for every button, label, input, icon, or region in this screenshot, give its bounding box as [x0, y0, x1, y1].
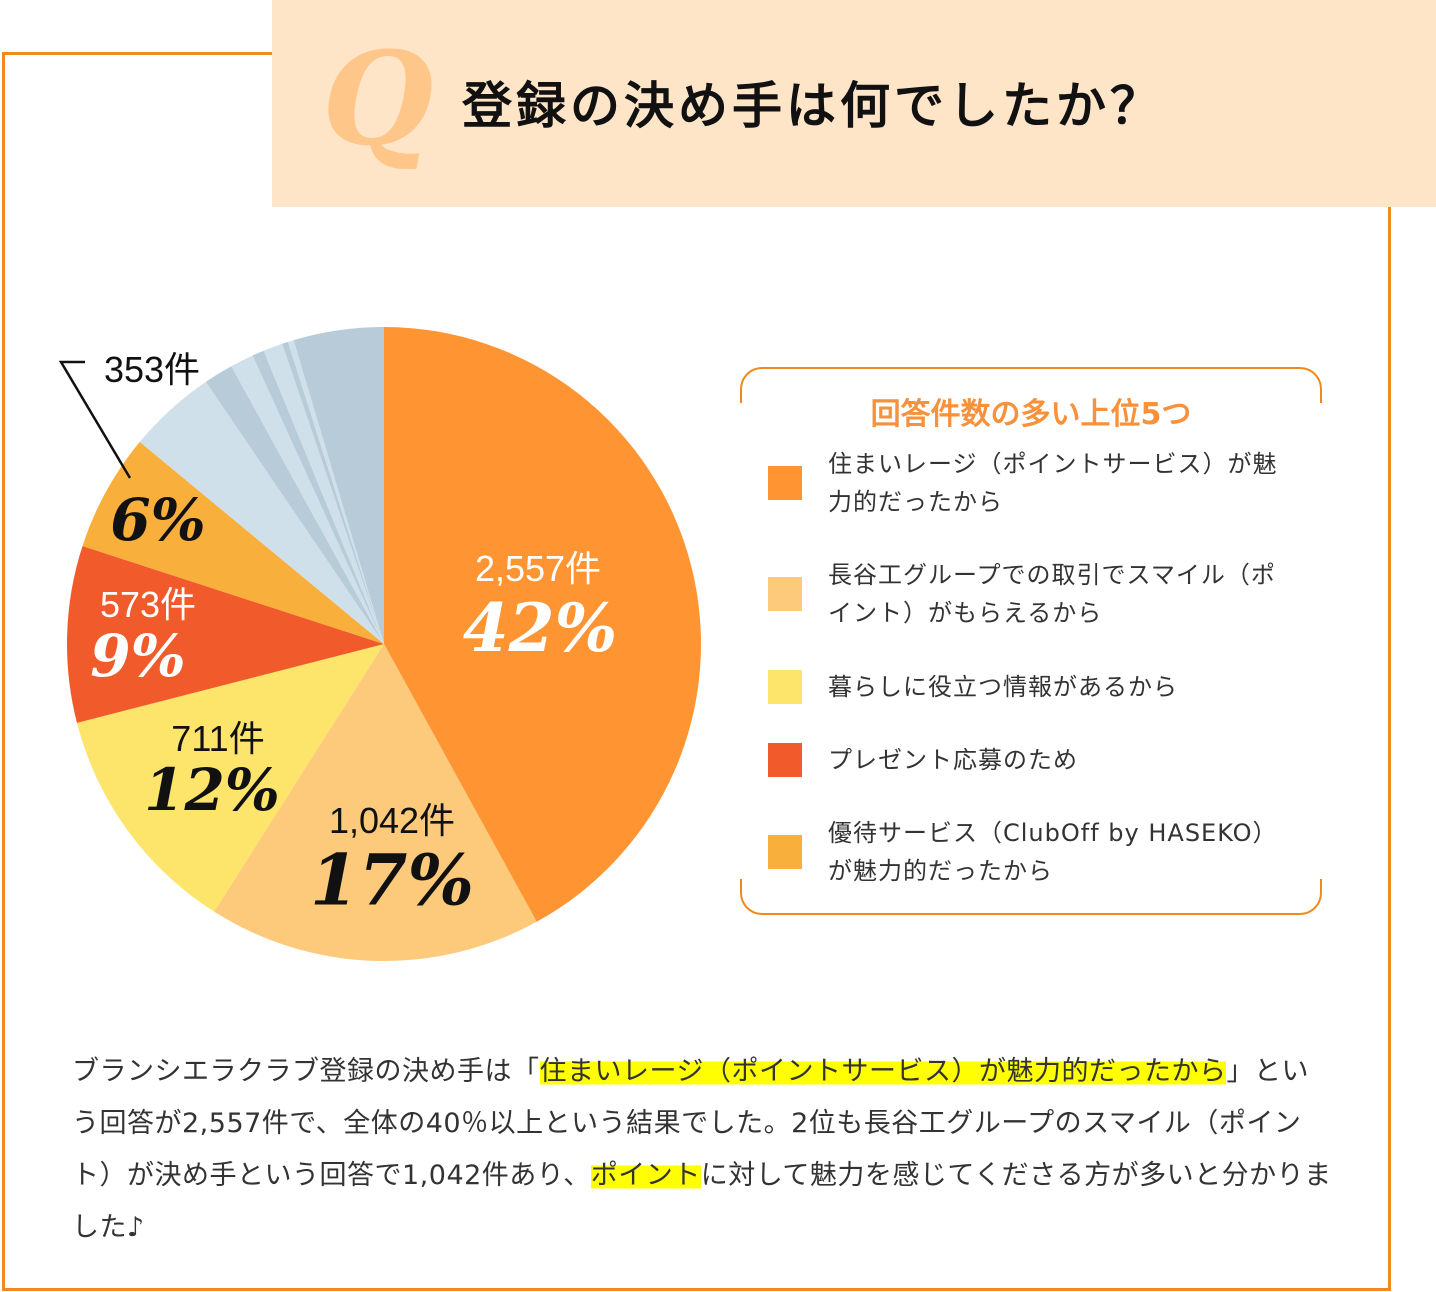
legend-item: 優待サービス（ClubOff by HASEKO）が魅力的だったから	[768, 814, 1288, 890]
leader-line	[58, 360, 132, 479]
desc-part: 」という回答が2,557件で、全体の40％以上という結果でした。2位も長谷工グル…	[72, 1056, 1309, 1191]
desc-part: に対して魅力を感じてくださる方が多いと分かりました♪	[72, 1160, 1332, 1243]
legend-label: 住まいレージ（ポイントサービス）が魅力的だったから	[828, 450, 1278, 516]
data-label-count-3: 711件	[171, 718, 265, 759]
data-label-pct-2: 17%	[310, 838, 474, 922]
legend-item: プレゼント応募のため	[768, 741, 1288, 779]
pie-slice-10	[263, 343, 384, 644]
data-label-pct-4: 9%	[90, 622, 186, 690]
legend-swatch	[768, 835, 802, 869]
legend-swatch	[768, 743, 802, 777]
pie-slice-6	[139, 381, 384, 644]
data-label-pct-5: 6%	[110, 486, 206, 554]
legend-swatch	[768, 670, 802, 704]
description-text: ブランシエラクラブ登録の決め手は「住まいレージ（ポイントサービス）が魅力的だった…	[72, 1046, 1332, 1254]
pie-slice-3	[76, 644, 384, 912]
data-label-count-1: 2,557件	[474, 548, 602, 589]
pie-slice-8	[231, 355, 384, 644]
desc-highlight: ポイント	[590, 1160, 701, 1191]
pie-slice-7	[205, 366, 384, 644]
legend-bracket-bottom	[740, 879, 1322, 915]
pie-slice-4	[67, 546, 385, 723]
legend-label: 優待サービス（ClubOff by HASEKO）が魅力的だったから	[828, 819, 1278, 885]
legend-swatch	[768, 577, 802, 611]
legend-item: 住まいレージ（ポイントサービス）が魅力的だったから	[768, 445, 1288, 521]
legend: 回答件数の多い上位5つ 住まいレージ（ポイントサービス）が魅力的だったから 長谷…	[740, 367, 1322, 915]
data-label-count-2: 1,042件	[328, 800, 456, 841]
pie-slice-5	[82, 441, 385, 644]
legend-label: プレゼント応募のため	[828, 746, 1078, 774]
desc-highlight: 住まいレージ（ポイントサービス）が魅力的だったから	[539, 1056, 1227, 1087]
data-label-pct-3: 12%	[144, 756, 280, 824]
data-label-count-5: 353件	[103, 349, 201, 390]
data-label-count-4: 573件	[99, 584, 197, 625]
pie-slice-11	[282, 341, 384, 644]
q-mark-logo: Q	[322, 25, 434, 175]
data-label-pct-1: 42%	[462, 589, 618, 667]
legend-label: 長谷工グループでの取引でスマイル（ポイント）がもらえるから	[828, 561, 1276, 627]
page-title: 登録の決め手は何でしたか？	[462, 77, 1164, 135]
legend-label: 暮らしに役立つ情報があるから	[828, 673, 1178, 701]
pie-chart	[58, 327, 702, 962]
question-header	[272, 0, 1436, 207]
pie-slice-1	[384, 327, 702, 922]
desc-part: ブランシエラクラブ登録の決め手は「	[72, 1056, 540, 1087]
legend-title: 回答件数の多い上位5つ	[870, 397, 1192, 432]
pie-slice-13	[293, 327, 384, 644]
pie-slice-9	[252, 350, 384, 644]
legend-item: 長谷工グループでの取引でスマイル（ポイント）がもらえるから	[768, 556, 1288, 632]
legend-bracket-top	[740, 367, 1322, 403]
legend-swatch	[768, 466, 802, 500]
pie-slice-12	[287, 340, 384, 644]
legend-item: 暮らしに役立つ情報があるから	[768, 668, 1288, 706]
pie-slice-2	[214, 644, 537, 962]
